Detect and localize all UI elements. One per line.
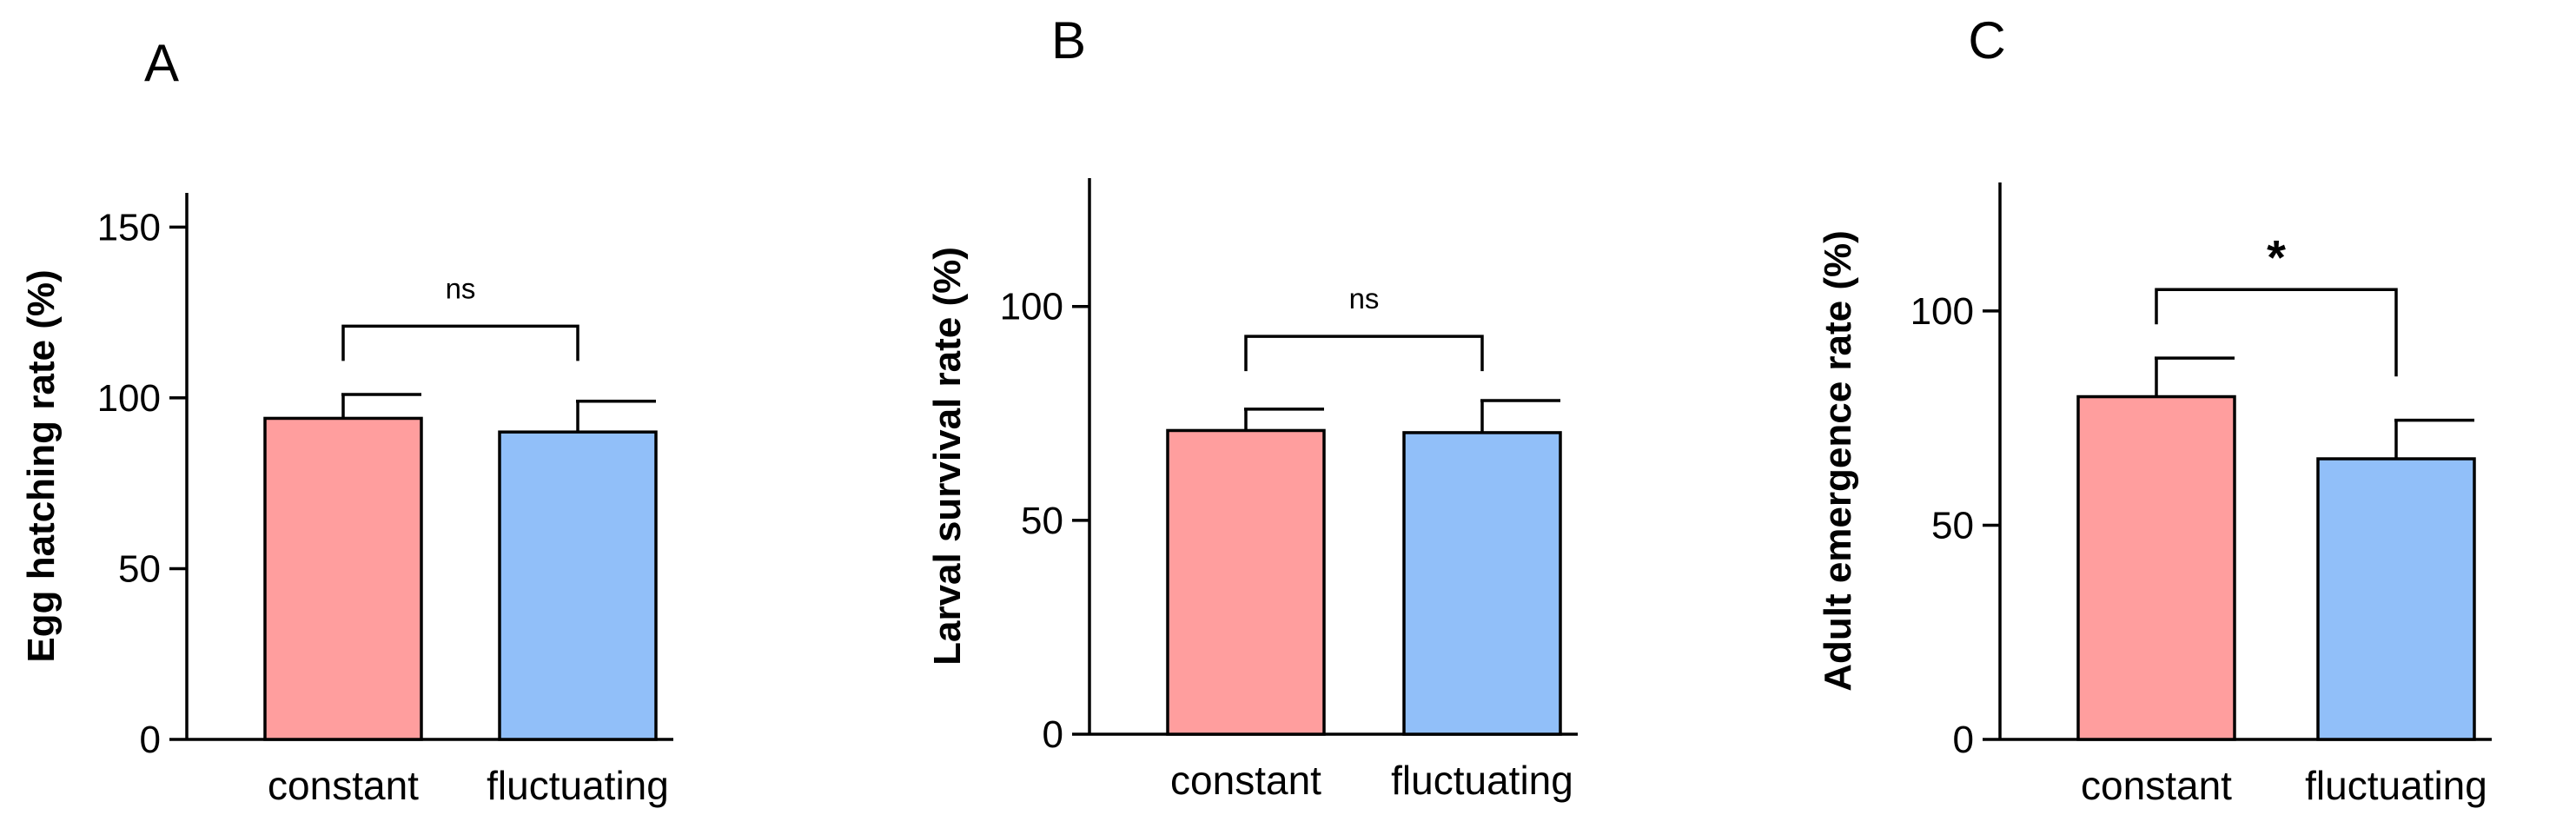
y-tick-label: 0	[1043, 713, 1063, 756]
bar-constant	[1166, 428, 1326, 736]
bar-constant	[263, 416, 423, 741]
x-tick-label: constant	[2081, 763, 2232, 808]
y-tick-label: 50	[118, 547, 161, 590]
y-tick-label: 0	[140, 719, 161, 761]
y-tick-label: 0	[1953, 719, 1974, 761]
y-axis-label: Egg hatching rate (%)	[20, 269, 63, 662]
significance-label: ns	[446, 272, 476, 304]
bar-fluctuating	[2316, 457, 2476, 741]
x-tick-label: fluctuating	[487, 763, 669, 808]
x-tick-label: fluctuating	[2305, 763, 2487, 808]
y-tick-label: 100	[97, 377, 161, 420]
significance-bracket	[341, 324, 579, 361]
significance-bracket	[1244, 335, 1484, 372]
significance-label: *	[2267, 229, 2286, 284]
bar-fluctuating	[1402, 431, 1562, 736]
y-axis-label: Larval survival rate (%)	[926, 247, 969, 666]
x-tick-label: constant	[1170, 758, 1321, 803]
y-tick-label: 100	[1000, 286, 1063, 328]
panel-b: B Larval survival rate (%) 0 50 100 constant f…	[926, 11, 1578, 803]
bar-constant	[2076, 394, 2236, 741]
significance-label: ns	[1349, 282, 1380, 315]
x-tick-label: fluctuating	[1391, 758, 1573, 803]
panel-c: C Adult emergence rate (%) 0 50 100 constant f…	[1817, 11, 2492, 808]
significance-bracket	[2155, 288, 2398, 377]
y-axis-label: Adult emergence rate (%)	[1817, 230, 1859, 692]
y-tick-label: 150	[97, 206, 161, 249]
y-tick-label: 50	[1021, 500, 1063, 542]
panel-letter: B	[1051, 11, 1086, 70]
y-tick-label: 100	[1910, 290, 1974, 333]
panel-letter: C	[1968, 11, 2005, 70]
panel-letter: A	[144, 34, 179, 92]
panel-a: A Egg hatching rate (%) 0 50 100 150 constant f…	[20, 34, 673, 808]
x-tick-label: constant	[268, 763, 419, 808]
y-tick-label: 50	[1931, 504, 1974, 547]
bar-fluctuating	[498, 430, 658, 741]
